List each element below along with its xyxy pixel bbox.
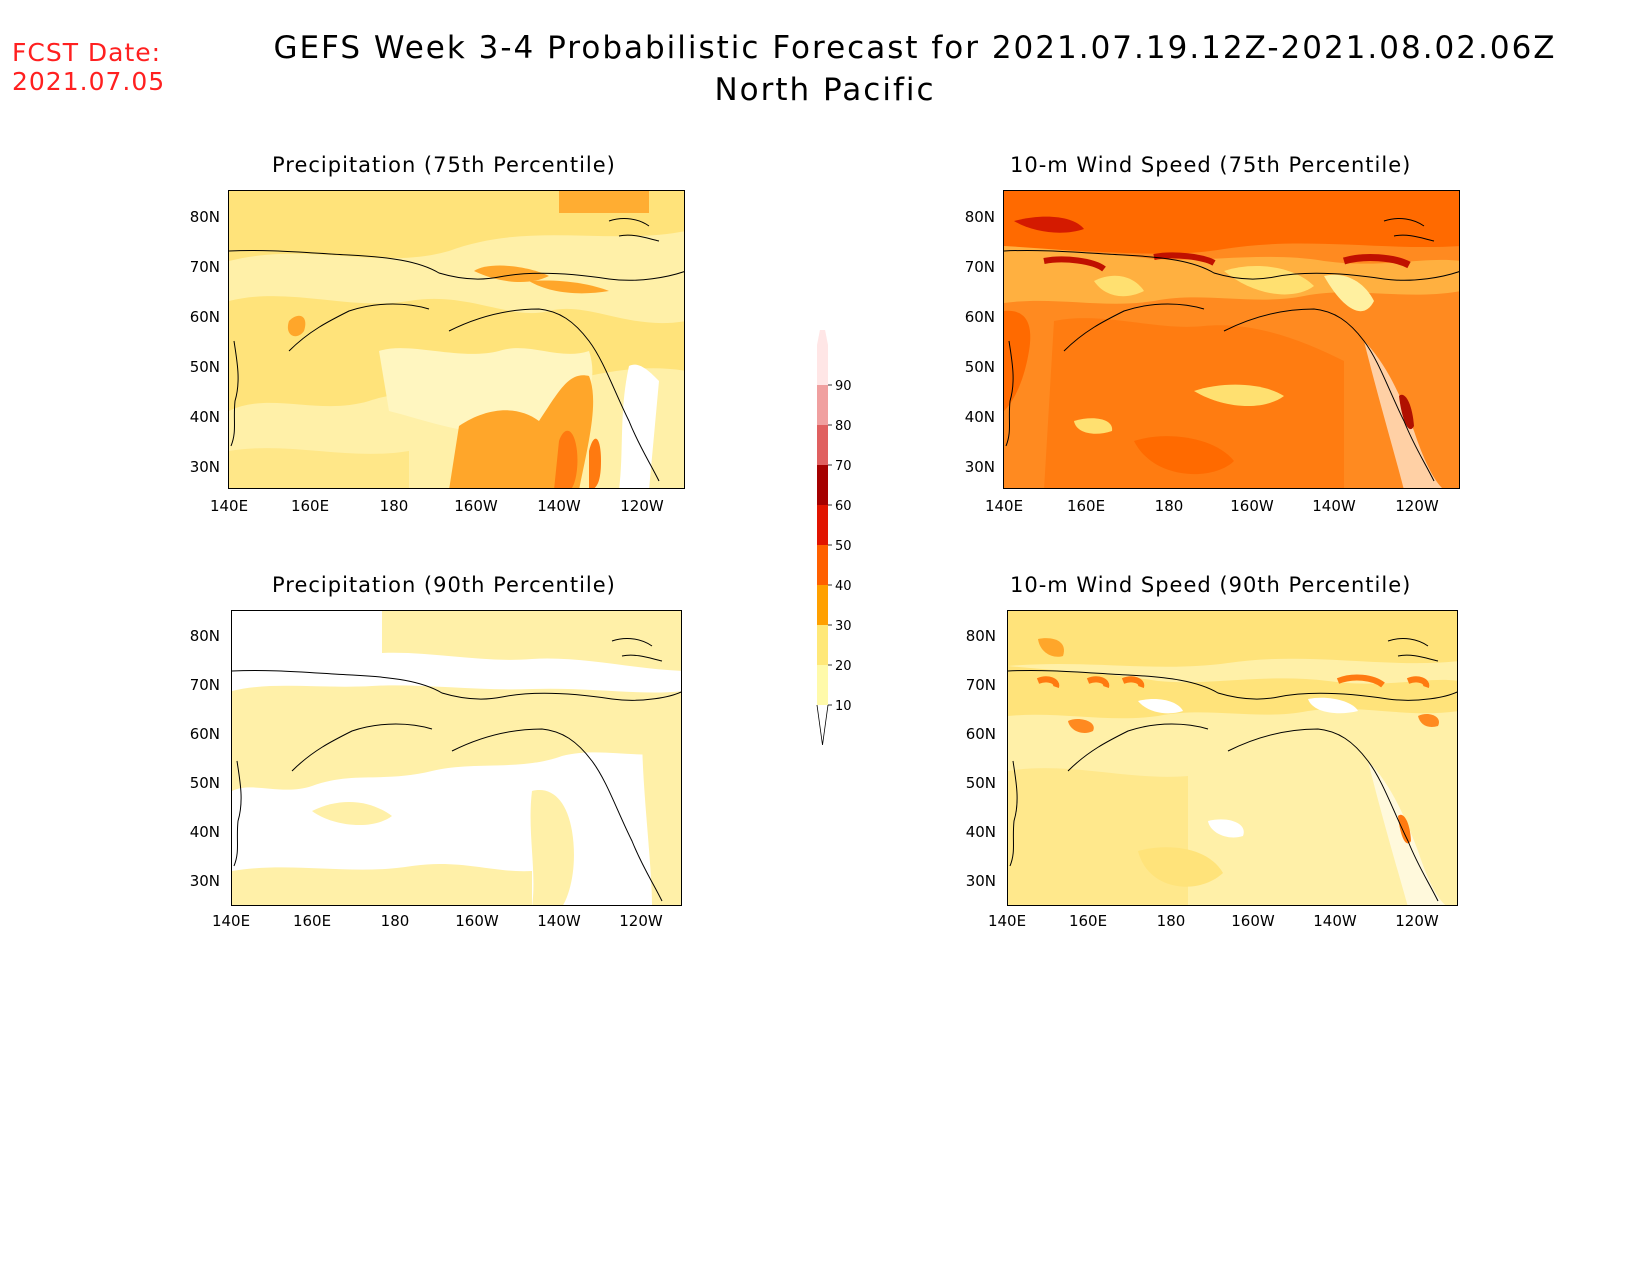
colorbar-segment [817,385,828,425]
lon-tick-label: 160E [1066,497,1106,515]
colorbar-label: 90 [835,379,852,394]
fcst-date-caption: FCST Date: [12,38,162,67]
map-frame [231,610,682,906]
lat-tick-label: 50N [965,774,996,792]
colorbar-segment [817,585,828,625]
colorbar-segment [817,545,828,585]
lon-tick-label: 180 [1154,497,1184,515]
lon-tick-label: 160E [1068,912,1108,930]
lon-tick-label: 120W [620,497,664,515]
colorbar-label: 80 [835,419,852,434]
lat-tick-label: 30N [965,872,996,890]
lon-tick-label: 180 [379,497,409,515]
lat-tick-label: 40N [189,408,220,426]
lon-tick-label: 160W [455,912,499,930]
lat-tick-label: 40N [964,408,995,426]
precip90-map [232,611,681,905]
lat-tick-label: 50N [189,774,220,792]
colorbar-segment [817,465,828,505]
forecast-date-label: FCST Date: 2021.07.05 [12,38,165,96]
lat-tick-label: 50N [964,358,995,376]
lat-tick-label: 80N [965,627,996,645]
lon-tick-label: 120W [1395,497,1439,515]
panel-title: Precipitation (75th Percentile) [272,153,616,177]
lon-tick-label: 140W [537,497,581,515]
colorbar-label: 30 [835,619,852,634]
lon-tick-label: 140W [1312,497,1356,515]
map-frame [1003,190,1460,489]
panel-title: 10-m Wind Speed (75th Percentile) [1010,153,1412,177]
colorbar-bottom-arrow [816,704,829,746]
lat-tick-label: 70N [189,258,220,276]
lon-tick-label: 140E [987,912,1027,930]
colorbar: 10 20 30 40 50 60 70 80 90 [813,317,873,754]
lat-tick-label: 60N [189,725,220,743]
colorbar-label: 20 [835,659,852,674]
colorbar-top-arrow [817,317,828,345]
map-frame [228,190,685,489]
lon-tick-label: 160E [292,912,332,930]
panel-title: 10-m Wind Speed (90th Percentile) [1010,573,1412,597]
colorbar-segment [817,425,828,465]
colorbar-segment [817,625,828,665]
colorbar-label: 10 [835,699,852,714]
lon-tick-label: 140E [209,497,249,515]
lat-tick-label: 30N [189,872,220,890]
colorbar-segment [817,505,828,545]
lat-tick-label: 30N [964,458,995,476]
lon-tick-label: 120W [619,912,663,930]
lon-tick-label: 180 [1156,912,1186,930]
figure-title: GEFS Week 3-4 Probabilistic Forecast for… [0,30,1650,114]
lat-tick-label: 40N [965,823,996,841]
lat-tick-label: 70N [964,258,995,276]
panel-title: Precipitation (90th Percentile) [272,573,616,597]
lat-tick-label: 70N [965,676,996,694]
colorbar-segment [817,665,828,705]
colorbar-label: 40 [835,579,852,594]
colorbar-label: 70 [835,459,852,474]
lat-tick-label: 60N [965,725,996,743]
lon-tick-label: 160W [1230,497,1274,515]
region-subtitle: North Pacific [714,72,936,108]
lat-tick-label: 40N [189,823,220,841]
lat-tick-label: 60N [964,308,995,326]
lat-tick-label: 80N [189,208,220,226]
lon-tick-label: 140W [1313,912,1357,930]
wind90-map [1008,611,1457,905]
wind75-map [1004,191,1459,488]
lat-tick-label: 80N [964,208,995,226]
lon-tick-label: 140W [537,912,581,930]
colorbar-svg: 10 20 30 40 50 60 70 80 90 [816,317,852,746]
lat-tick-label: 60N [189,308,220,326]
lat-tick-label: 70N [189,676,220,694]
map-frame [1007,610,1458,906]
main-title: GEFS Week 3-4 Probabilistic Forecast for… [273,30,1557,66]
precip75-map [229,191,684,488]
lon-tick-label: 140E [984,497,1024,515]
lat-tick-label: 80N [189,627,220,645]
lon-tick-label: 180 [380,912,410,930]
lat-tick-label: 30N [189,458,220,476]
colorbar-label: 60 [835,499,852,514]
colorbar-segment [817,345,828,385]
lon-tick-label: 120W [1395,912,1439,930]
lat-tick-label: 50N [189,358,220,376]
lon-tick-label: 160W [454,497,498,515]
lon-tick-label: 160E [290,497,330,515]
lon-tick-label: 140E [211,912,251,930]
colorbar-label: 50 [835,539,852,554]
lon-tick-label: 160W [1231,912,1275,930]
fcst-date-value: 2021.07.05 [12,67,166,96]
